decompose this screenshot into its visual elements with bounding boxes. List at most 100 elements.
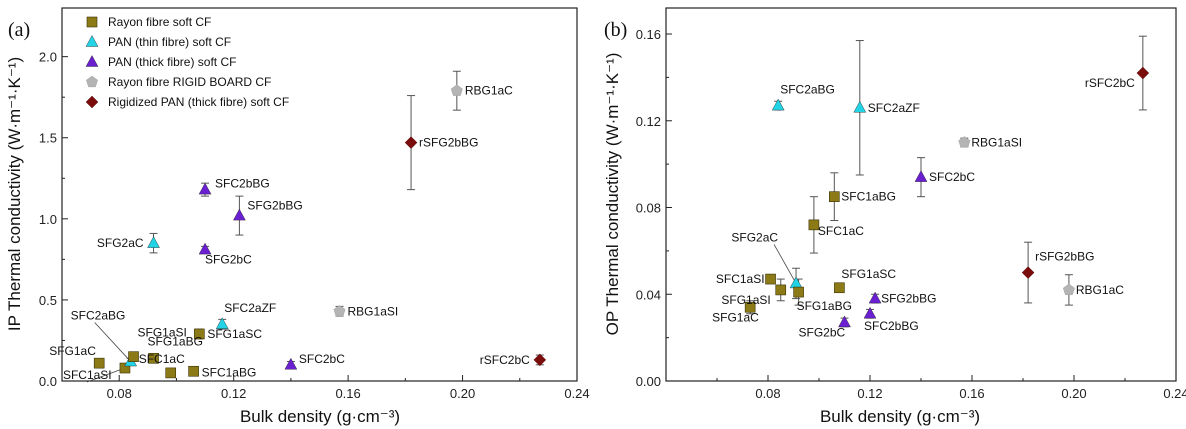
point-label: rSFC2bC (480, 353, 530, 367)
data-point (853, 100, 867, 113)
data-point (404, 136, 418, 149)
data-point (165, 367, 177, 379)
data-point (828, 191, 840, 202)
data-point (233, 208, 246, 221)
data-point (450, 84, 463, 96)
point-label: SFG2bC (799, 325, 846, 339)
data-point (198, 182, 212, 195)
data-point (533, 353, 547, 367)
x-tick-label-a: 0.16 (335, 386, 360, 401)
y-axis-label-a: IP Thermal conductivity (W·m⁻¹·K⁻¹) (5, 57, 24, 331)
legend-marker (85, 35, 99, 47)
data-point (834, 282, 845, 294)
point-label: RBG1aC (1076, 283, 1124, 297)
point-label: SFG1aSC (207, 327, 262, 341)
y-tick-label-a: 0.0 (39, 374, 57, 389)
leader-lines-a (86, 322, 131, 383)
legend-marker (85, 95, 99, 109)
point-label: SFG1aC (712, 310, 759, 324)
x-tick-label-b: 0.12 (857, 386, 882, 401)
point-label: SFC2aBG (780, 83, 835, 97)
plot-frame-a (61, 7, 578, 382)
panel-a: (a) 0.08 0.12 0.16 0.20 0.240.00.51.01.52.0 … (5, 7, 590, 426)
legend: Rayon fibre soft CF PAN (thin fibre) soft… (85, 15, 289, 109)
point-label: SFG1aBG (797, 299, 852, 313)
panel-label-b: (b) (604, 19, 627, 41)
data-point (147, 236, 160, 248)
x-tick-label-a: 0.12 (221, 386, 246, 401)
point-label: SFG1aSI (138, 326, 187, 340)
point-label: SFG2bC (205, 253, 252, 267)
legend-label: Rayon fibre soft CF (108, 15, 211, 29)
data-point (148, 352, 159, 364)
data-point (789, 276, 803, 289)
point-label: SFG1aSC (841, 267, 896, 281)
data-point (771, 98, 785, 111)
data-point (775, 284, 787, 296)
point-label: SFG2aC (97, 236, 144, 250)
data-point (188, 365, 199, 377)
y-tick-label-b: 0.16 (636, 27, 661, 42)
data-point (1062, 283, 1075, 295)
data-point (119, 362, 131, 374)
point-label: SFC2bBG (215, 177, 270, 191)
legend-marker (85, 55, 99, 67)
x-axis-label-b: Bulk density (g·cm⁻³) (820, 407, 980, 426)
legend-label: Rigidized PAN (thick fibre) soft CF (108, 95, 289, 109)
point-label: RBG1aSI (348, 304, 399, 318)
y-axis-label-b: OP Thermal conductivity (W·m⁻¹·K⁻¹) (603, 53, 622, 336)
data-point (744, 301, 756, 313)
data-point (215, 317, 229, 329)
legend-marker (86, 16, 98, 28)
y-tick-label-a: 2.0 (39, 50, 57, 65)
data-point (284, 357, 298, 370)
panel-label-a: (a) (8, 19, 30, 41)
point-labels-b: SFC2aBG SFC2aZF RBG1aSI SFC2bC SFC1aBG SFC1aC… (712, 76, 1135, 339)
x-tick-label-b: 0.08 (755, 386, 780, 401)
y-tick-label-a: 1.0 (39, 212, 57, 227)
data-point (793, 286, 804, 298)
legend-marker (86, 75, 98, 88)
markers-b (744, 66, 1150, 328)
point-label: SFC2aBG (71, 309, 126, 323)
data-point (765, 273, 776, 285)
point-label: SFG2aC (731, 230, 778, 244)
data-point (1136, 66, 1150, 80)
y-tick-label-b: 0.08 (636, 201, 661, 216)
leader-lines-b (773, 244, 797, 284)
y-tick-label-b: 0.04 (636, 287, 661, 302)
x-tick-label-a: 0.20 (450, 386, 475, 401)
point-label: SFC1aBG (202, 365, 257, 379)
leader-line (86, 367, 126, 383)
y-tick-label-a: 0.5 (39, 293, 57, 308)
data-point (128, 351, 139, 362)
point-label: SFG1aC (49, 344, 96, 358)
y-tick-label-a: 1.5 (39, 131, 57, 146)
point-label: SFC2bC (929, 170, 975, 184)
x-tick-label-a: 0.08 (107, 386, 132, 401)
point-label: SFC1aSI (716, 272, 765, 286)
point-label: SFG1aBG (148, 334, 203, 348)
x-tick-label-b: 0.24 (1163, 386, 1186, 401)
point-label: RBG1aC (465, 84, 513, 98)
legend-label: PAN (thick fibre) soft CF (108, 55, 236, 69)
point-label: SFC1aC (818, 224, 864, 238)
x-tick-label-a: 0.24 (564, 386, 589, 401)
data-point (863, 306, 877, 319)
axis-ticks-a: 0.08 0.12 0.16 0.20 0.24 0.0 0.5 1.0 1.5 2.0 (39, 50, 590, 401)
markers-a (93, 84, 547, 379)
legend-label: Rayon fibre RIGID BOARD CF (108, 75, 271, 89)
data-point (838, 315, 851, 328)
point-label: SFC1aSI (63, 368, 112, 382)
legend-label: PAN (thin fibre) soft CF (108, 35, 231, 49)
point-label: SFC2bBG (864, 319, 919, 333)
leader-line (94, 322, 131, 362)
point-label: SFC2bC (299, 352, 345, 366)
y-tick-label-b: 0.12 (636, 114, 661, 129)
x-axis-label-a: Bulk density (g·cm⁻³) (240, 407, 400, 426)
point-label: SFC1aBG (841, 190, 896, 204)
leader-line (773, 244, 797, 284)
panel-b: (b) 0.08 0.12 0.16 0.20 0.24 0.00 0.04 0.08 0.12… (603, 7, 1186, 426)
data-point (194, 328, 205, 340)
